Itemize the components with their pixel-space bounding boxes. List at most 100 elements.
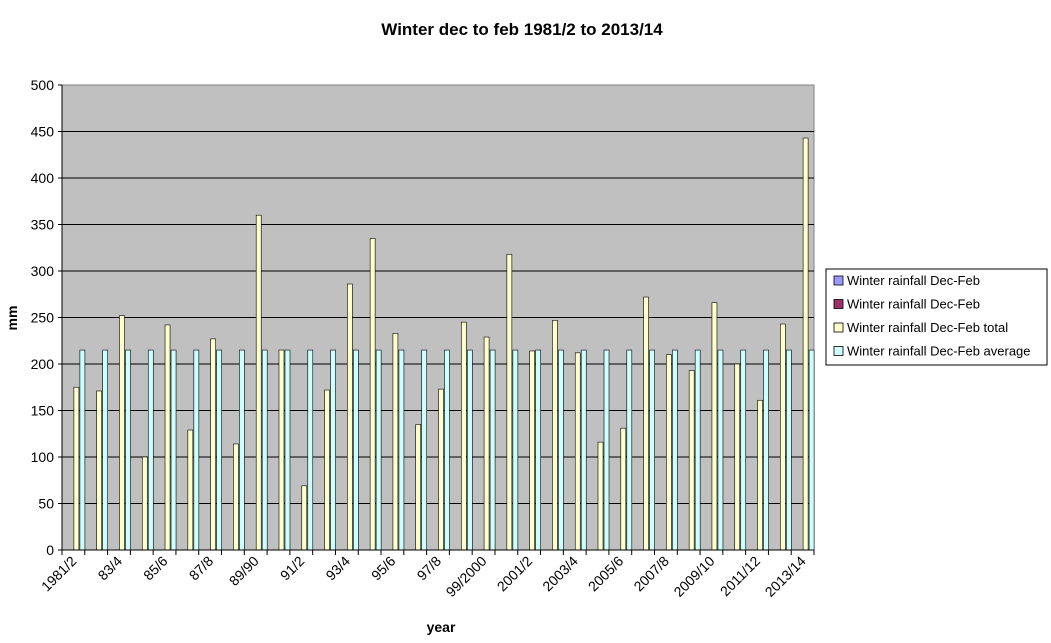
- bar: [239, 349, 245, 551]
- bar: [284, 349, 291, 551]
- bars: [73, 137, 815, 551]
- bar: [392, 333, 399, 551]
- bar: [512, 349, 519, 551]
- bar: [187, 429, 194, 551]
- x-tick-label: 83/4: [95, 553, 126, 584]
- x-tick-label: 87/8: [186, 553, 217, 584]
- bar: [444, 349, 450, 551]
- legend-swatch: [833, 275, 844, 286]
- bar: [347, 283, 353, 551]
- bar: [147, 349, 154, 551]
- x-tick-label: 85/6: [140, 553, 171, 584]
- x-tick-label: 2009/10: [670, 553, 717, 600]
- x-tick-label: 89/90: [226, 553, 262, 589]
- legend: Winter rainfall Dec-Feb Winter rainfall D…: [825, 268, 1048, 366]
- y-tick-labels: 0 50 100 150 200 250 300 350 400 450 500: [31, 77, 62, 558]
- bar: [580, 349, 587, 551]
- bar: [73, 386, 80, 551]
- x-tick-label: 97/8: [414, 553, 445, 584]
- x-tick-label: 2013/14: [762, 553, 809, 600]
- bar: [375, 349, 382, 551]
- legend-label: Winter rainfall Dec-Feb total: [847, 320, 1008, 335]
- y-tick-label: 400: [31, 170, 55, 186]
- bar: [255, 214, 262, 551]
- y-tick-label: 300: [31, 263, 55, 279]
- legend-swatch: [833, 299, 844, 309]
- x-tick-label: 2011/12: [717, 553, 764, 600]
- bar: [717, 349, 724, 551]
- bar: [278, 349, 285, 551]
- bar: [535, 349, 541, 551]
- bar: [307, 349, 314, 551]
- bar: [763, 349, 769, 551]
- bar: [466, 349, 473, 551]
- bar: [102, 349, 108, 551]
- bar: [125, 349, 131, 551]
- y-tick-label: 0: [46, 542, 54, 558]
- bar: [119, 315, 125, 551]
- x-tick-label: 99/2000: [443, 553, 490, 600]
- bar: [216, 349, 222, 551]
- bar: [529, 350, 535, 551]
- bar: [210, 338, 216, 551]
- bar: [233, 443, 239, 551]
- legend-swatch: [833, 322, 844, 333]
- y-tick-label: 50: [38, 496, 54, 512]
- x-tick-label: 95/6: [368, 553, 399, 584]
- bar: [694, 349, 701, 551]
- bar: [740, 349, 747, 551]
- y-tick-label: 150: [31, 403, 55, 419]
- bar: [597, 441, 604, 551]
- bar: [398, 349, 405, 551]
- legend-label: Winter rainfall Dec-Feb: [847, 273, 980, 288]
- y-tick-label: 350: [31, 217, 55, 233]
- y-tick-label: 450: [31, 124, 55, 140]
- bar: [620, 427, 627, 551]
- bar: [170, 349, 177, 551]
- bar: [438, 388, 444, 551]
- bar: [421, 349, 428, 551]
- x-tick-label: 93/4: [322, 553, 353, 584]
- bar: [261, 349, 268, 551]
- bar: [780, 323, 786, 551]
- bar: [324, 389, 330, 551]
- bar: [96, 390, 102, 551]
- bar: [558, 349, 564, 551]
- bar: [802, 137, 809, 551]
- y-tick-label: 100: [31, 449, 55, 465]
- chart-title: Winter dec to feb 1981/2 to 2013/14: [381, 20, 663, 39]
- bar: [483, 336, 490, 551]
- bar: [415, 424, 422, 551]
- bar: [330, 349, 336, 551]
- bar: [757, 399, 763, 551]
- x-tick-label: 1981/2: [38, 553, 80, 595]
- x-axis-title: year: [427, 619, 456, 635]
- y-tick-label: 200: [31, 356, 55, 372]
- bar: [711, 302, 718, 551]
- bar: [626, 349, 633, 551]
- bar: [164, 324, 171, 551]
- bar: [460, 321, 467, 551]
- bar: [552, 319, 558, 551]
- gridlines: [62, 131, 814, 504]
- x-tick-label: 2005/6: [585, 553, 627, 595]
- bar: [603, 349, 610, 551]
- bar: [734, 363, 741, 551]
- bar: [786, 349, 792, 551]
- legend-label: Winter rainfall Dec-Feb average: [847, 344, 1031, 359]
- y-axis-title: mm: [4, 306, 20, 331]
- bar: [506, 253, 513, 551]
- bar: [808, 349, 815, 551]
- bar: [643, 296, 649, 551]
- bar: [666, 354, 672, 551]
- bar: [79, 349, 86, 551]
- bar: [489, 349, 496, 551]
- bar: [353, 349, 359, 551]
- legend-swatch: [833, 346, 844, 356]
- legend-box: [825, 268, 1048, 366]
- bar: [672, 349, 678, 551]
- bar: [649, 349, 655, 551]
- bar: [301, 485, 308, 551]
- bar: [141, 456, 148, 551]
